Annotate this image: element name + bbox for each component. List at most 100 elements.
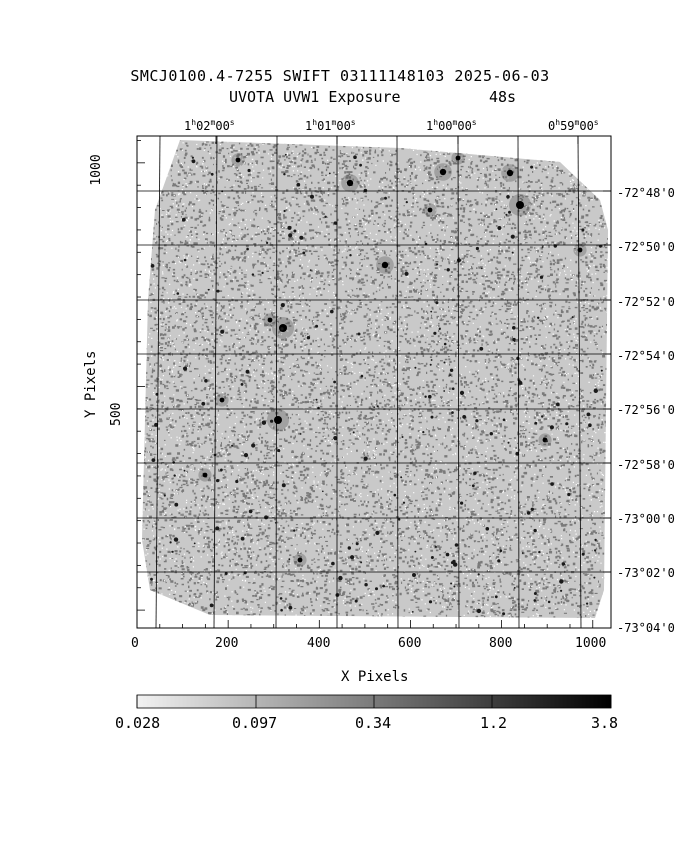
- dec-label: -73°04'0: [617, 621, 675, 635]
- x-tick-label: 0: [131, 636, 139, 651]
- star-source: [469, 151, 471, 154]
- star-source: [424, 395, 427, 398]
- star-source: [459, 390, 465, 395]
- plot-title: SMCJ0100.4-7255 SWIFT 03111148103 2025-0…: [130, 67, 550, 85]
- star-source: [534, 421, 538, 425]
- star-source: [224, 572, 228, 575]
- star-source: [193, 542, 196, 545]
- star-source: [434, 545, 437, 548]
- star-source: [449, 368, 454, 372]
- star-source: [381, 261, 389, 269]
- star-source: [579, 157, 583, 160]
- instrument-label: UVOTA UVW1 Exposure: [229, 88, 401, 106]
- star-source: [216, 289, 220, 293]
- star-source: [586, 602, 589, 605]
- star-source: [505, 213, 508, 216]
- star-source: [375, 587, 378, 591]
- star-source: [293, 229, 297, 233]
- star-source: [422, 431, 425, 434]
- star-source: [511, 251, 514, 254]
- star-source: [310, 194, 314, 199]
- star-source: [296, 182, 301, 187]
- image-field: [142, 140, 608, 618]
- star-source: [150, 264, 155, 268]
- star-source: [299, 433, 302, 435]
- star-source: [560, 589, 563, 592]
- star-source: [376, 405, 379, 408]
- star-source: [549, 425, 555, 430]
- ra-grid-line: [155, 135, 161, 629]
- star-source: [539, 275, 544, 279]
- star-source: [477, 573, 480, 576]
- star-source: [428, 600, 433, 604]
- star-source: [473, 471, 477, 475]
- star-source: [475, 246, 479, 251]
- star-source: [288, 233, 293, 238]
- star-source: [155, 163, 159, 167]
- star-source: [322, 490, 324, 493]
- star-source: [454, 543, 459, 547]
- star-source: [231, 444, 234, 447]
- dec-label: -73°02'0: [617, 566, 675, 580]
- ra-label: 1h00m00s: [426, 118, 477, 133]
- star-source: [513, 340, 516, 342]
- star-source: [243, 453, 249, 458]
- star-source: [293, 529, 296, 532]
- star-source: [309, 269, 312, 271]
- ra-grid-line: [457, 135, 460, 629]
- star-source: [284, 153, 287, 156]
- star-source: [251, 443, 256, 448]
- star-source: [550, 482, 554, 486]
- star-source: [306, 336, 311, 340]
- star-source: [207, 288, 210, 291]
- dec-label: -72°56'0: [617, 403, 675, 417]
- dec-label: -72°58'0: [617, 458, 675, 472]
- star-source: [261, 420, 267, 425]
- star-source: [516, 201, 524, 209]
- star-source: [593, 388, 598, 393]
- star-source: [202, 472, 208, 478]
- star-source: [333, 436, 338, 441]
- star-source: [401, 436, 404, 438]
- star-source: [537, 316, 540, 319]
- star-source: [414, 366, 417, 369]
- star-source: [328, 172, 331, 175]
- star-source: [387, 144, 391, 148]
- ra-label: 1h01m00s: [305, 118, 356, 133]
- star-source: [436, 263, 439, 266]
- star-sources: [150, 144, 603, 616]
- dec-label: -72°50'0: [617, 240, 675, 254]
- noise-speckle: [142, 140, 608, 618]
- star-source: [235, 479, 239, 484]
- star-source: [171, 550, 174, 553]
- colorbar-label: 0.097: [232, 714, 278, 732]
- star-source: [220, 329, 225, 334]
- star-source: [541, 415, 544, 418]
- star-source: [489, 432, 493, 436]
- star-source: [155, 165, 159, 168]
- star-source: [512, 326, 516, 330]
- star-source: [506, 195, 510, 199]
- star-source: [267, 317, 273, 323]
- star-source: [191, 156, 194, 159]
- star-source: [453, 585, 456, 588]
- star-source: [251, 273, 255, 276]
- star-source: [297, 557, 303, 563]
- star-source: [266, 241, 269, 244]
- star-source: [274, 416, 282, 424]
- star-source: [411, 611, 414, 613]
- star-source: [412, 573, 416, 577]
- star-source: [173, 537, 179, 542]
- star-source: [398, 518, 401, 521]
- colorbar-label: 0.028: [115, 714, 161, 732]
- star-source: [150, 577, 153, 581]
- star-source: [353, 155, 357, 159]
- star-source: [456, 258, 462, 263]
- star-source: [435, 301, 439, 305]
- star-source: [176, 292, 180, 295]
- star-source: [599, 244, 602, 248]
- star-source: [352, 431, 355, 434]
- star-source: [485, 527, 490, 531]
- star-source: [594, 549, 597, 552]
